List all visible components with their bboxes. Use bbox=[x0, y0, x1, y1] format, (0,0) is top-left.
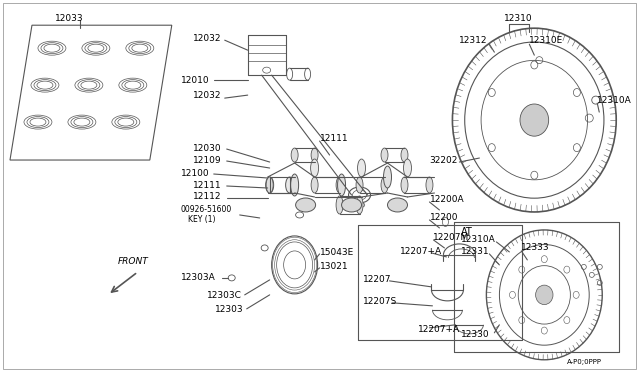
Text: 12111: 12111 bbox=[193, 180, 221, 189]
Ellipse shape bbox=[311, 177, 318, 193]
Text: 12310A: 12310A bbox=[461, 235, 496, 244]
Text: 12200A: 12200A bbox=[429, 195, 464, 205]
Ellipse shape bbox=[387, 198, 408, 212]
Ellipse shape bbox=[401, 177, 408, 193]
Ellipse shape bbox=[336, 177, 343, 193]
Text: 12207S: 12207S bbox=[362, 297, 397, 307]
Text: 00926-51600: 00926-51600 bbox=[180, 205, 232, 215]
Text: 12109: 12109 bbox=[193, 155, 221, 164]
Text: 12010: 12010 bbox=[180, 76, 209, 85]
Ellipse shape bbox=[426, 177, 433, 193]
Ellipse shape bbox=[536, 285, 553, 305]
Text: A-P0;0PPP: A-P0;0PPP bbox=[567, 359, 602, 365]
Ellipse shape bbox=[311, 148, 318, 162]
Ellipse shape bbox=[266, 177, 273, 193]
Text: 12111: 12111 bbox=[319, 134, 348, 142]
Text: 12207+A: 12207+A bbox=[399, 247, 442, 256]
Text: 12303: 12303 bbox=[215, 305, 243, 314]
Text: 12312: 12312 bbox=[460, 36, 488, 45]
Text: 12207M: 12207M bbox=[433, 234, 470, 243]
Text: 13021: 13021 bbox=[319, 262, 348, 272]
Ellipse shape bbox=[310, 159, 319, 177]
Text: AT: AT bbox=[461, 227, 473, 237]
Text: 12207+A: 12207+A bbox=[417, 326, 460, 334]
Text: 12330: 12330 bbox=[461, 330, 490, 339]
Ellipse shape bbox=[520, 104, 548, 136]
Ellipse shape bbox=[266, 177, 274, 193]
Text: 12331: 12331 bbox=[461, 247, 490, 256]
Ellipse shape bbox=[383, 166, 392, 188]
Text: 12310E: 12310E bbox=[529, 36, 564, 45]
Text: 12303C: 12303C bbox=[207, 291, 242, 300]
Text: 32202: 32202 bbox=[429, 155, 458, 164]
Text: 12030: 12030 bbox=[193, 144, 221, 153]
Ellipse shape bbox=[337, 174, 346, 196]
Text: 12100: 12100 bbox=[180, 169, 209, 177]
Text: 12333: 12333 bbox=[522, 243, 550, 253]
Ellipse shape bbox=[291, 148, 298, 162]
Text: 12112: 12112 bbox=[193, 192, 221, 202]
Text: 15043E: 15043E bbox=[319, 248, 354, 257]
Text: FRONT: FRONT bbox=[118, 257, 148, 266]
Ellipse shape bbox=[342, 198, 362, 212]
Ellipse shape bbox=[403, 159, 412, 177]
Ellipse shape bbox=[291, 174, 299, 196]
Ellipse shape bbox=[336, 196, 343, 214]
Text: 12310A: 12310A bbox=[597, 96, 632, 105]
Ellipse shape bbox=[285, 177, 294, 193]
Ellipse shape bbox=[291, 177, 298, 193]
Text: KEY (1): KEY (1) bbox=[188, 215, 215, 224]
Text: 12303A: 12303A bbox=[180, 273, 216, 282]
Ellipse shape bbox=[401, 148, 408, 162]
Text: 12032: 12032 bbox=[193, 91, 221, 100]
Ellipse shape bbox=[381, 148, 388, 162]
Ellipse shape bbox=[358, 159, 365, 177]
Text: 12032: 12032 bbox=[193, 34, 221, 43]
Ellipse shape bbox=[356, 177, 363, 193]
Ellipse shape bbox=[296, 198, 316, 212]
Text: 12200: 12200 bbox=[429, 214, 458, 222]
Text: 12310: 12310 bbox=[504, 14, 533, 23]
Ellipse shape bbox=[381, 177, 388, 193]
Text: 12207: 12207 bbox=[362, 275, 391, 284]
Ellipse shape bbox=[356, 196, 363, 214]
Text: 12033: 12033 bbox=[55, 14, 84, 23]
